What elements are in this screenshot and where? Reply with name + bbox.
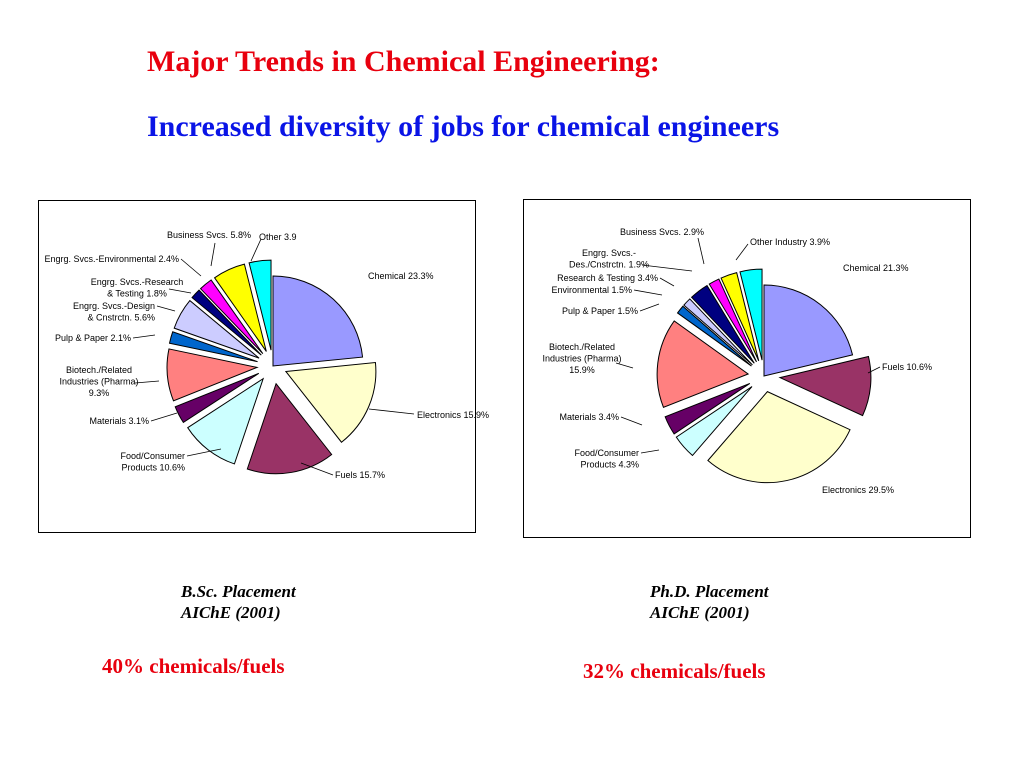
bsc-leader-biotech-related-industries-pharma	[134, 380, 160, 384]
phd-slice-electronics	[707, 391, 851, 484]
phd-slice-business-svcs	[720, 272, 760, 362]
bsc-slice-electronics	[284, 362, 377, 443]
page-subtitle: Increased diversity of jobs for chemical…	[147, 110, 780, 143]
phd-slice-environmental	[683, 298, 753, 366]
bsc-slice-food-consumer-products	[187, 377, 265, 465]
bsc-leader-pulp-paper	[132, 334, 156, 339]
bsc-leader-materials	[150, 412, 178, 422]
phd-leader-other-industry	[735, 243, 749, 261]
phd-slice-other-industry	[739, 268, 763, 361]
bsc-label-electronics: Electronics 15.9%	[417, 410, 489, 420]
page-title: Major Trends in Chemical Engineering:	[147, 45, 660, 78]
phd-leader-biotech-related-industries-pharma	[615, 362, 634, 369]
bsc-slice-engrg-svcs-environmental	[199, 279, 264, 354]
bsc-slice-materials	[174, 372, 260, 424]
bsc-leader-business-svcs	[210, 242, 216, 267]
phd-pie-chart-svg: Chemical 21.3% Fuels 10.6% Electronics 29.…	[542, 227, 932, 495]
phd-leader-materials	[620, 416, 643, 426]
phd-pie-chart: Chemical 21.3% Fuels 10.6% Electronics 29.…	[523, 199, 971, 538]
bsc-label-engrg-svcs-environmental: Engrg. Svcs.-Environmental 2.4%	[44, 254, 179, 264]
bsc-pie-chart: Chemical 23.3% Electronics 15.9% Fuels 15.…	[38, 200, 489, 533]
phd-caption-line1: Ph.D. Placement	[650, 582, 769, 601]
phd-leader-environmental	[633, 289, 663, 296]
bsc-label-engrg-svcs-research-testing: Engrg. Svcs.-Research & Testing 1.8%	[91, 277, 184, 299]
phd-leader-food-consumer-products	[640, 449, 660, 454]
bsc-slice-other	[248, 259, 272, 351]
phd-label-biotech-related-industries-pharma: Biotech./Related Industries (Pharma) 15.9%	[542, 342, 621, 375]
bsc-label-food-consumer-products: Food/Consumer Products 10.6%	[120, 451, 185, 473]
bsc-label-other: Other 3.9	[259, 232, 297, 242]
phd-slice-food-consumer-products	[675, 386, 753, 457]
bsc-slice-chemical	[272, 275, 364, 367]
phd-label-materials: Materials 3.4%	[559, 412, 619, 422]
phd-slice-fuels	[778, 355, 872, 417]
phd-caption-line2: AIChE (2001)	[650, 603, 750, 622]
bsc-label-chemical: Chemical 23.3%	[368, 271, 434, 281]
phd-label-engrg-svcs-des-cnstrctn: Engrg. Svcs.-Des./Cnstrctn. 1.9%	[569, 248, 649, 270]
phd-caption: Ph.D. Placement AIChE (2001)	[650, 581, 769, 623]
bsc-label-biotech-related-industries-pharma: Biotech./Related Industries (Pharma) 9.3%	[59, 365, 138, 398]
phd-label-pulp-paper: Pulp & Paper 1.5%	[562, 306, 638, 316]
phd-leader-research-testing	[659, 277, 675, 287]
bsc-leader-engrg-svcs-environmental	[180, 258, 202, 277]
phd-leader-fuels	[867, 366, 881, 374]
bsc-label-fuels: Fuels 15.7%	[335, 470, 385, 480]
bsc-slice-business-svcs	[213, 263, 267, 352]
bsc-summary: 40% chemicals/fuels	[102, 654, 285, 678]
bsc-leader-fuels	[300, 462, 334, 476]
bsc-leader-engrg-svcs-design-cnstrctn	[156, 305, 176, 312]
bsc-pie-chart-svg: Chemical 23.3% Electronics 15.9% Fuels 15.…	[44, 230, 489, 480]
bsc-slice-engrg-svcs-design-cnstrctn	[173, 299, 260, 359]
phd-label-electronics: Electronics 29.5%	[822, 485, 894, 495]
phd-summary: 32% chemicals/fuels	[583, 659, 766, 683]
phd-label-environmental: Environmental 1.5%	[551, 285, 632, 295]
phd-label-food-consumer-products: Food/Consumer Products 4.3%	[574, 448, 639, 470]
phd-slice-pulp-paper	[676, 305, 752, 367]
phd-leader-engrg-svcs-des-cnstrctn	[641, 264, 693, 272]
phd-label-research-testing: Research & Testing 3.4%	[557, 273, 658, 283]
phd-label-business-svcs: Business Svcs. 2.9%	[620, 227, 704, 237]
bsc-leader-other	[250, 238, 262, 262]
phd-slice-engrg-svcs-des-cnstrctn	[708, 278, 757, 363]
bsc-caption: B.Sc. Placement AIChE (2001)	[181, 581, 296, 623]
phd-leader-business-svcs	[697, 237, 705, 265]
phd-slice-biotech-related-industries-pharma	[656, 320, 750, 409]
bsc-caption-line2: AIChE (2001)	[181, 603, 281, 622]
phd-label-fuels: Fuels 10.6%	[882, 362, 932, 372]
bsc-slice-biotech-related-industries-pharma	[166, 348, 259, 402]
bsc-slice-engrg-svcs-research-testing	[191, 289, 262, 356]
bsc-label-pulp-paper: Pulp & Paper 2.1%	[55, 333, 131, 343]
bsc-label-materials: Materials 3.1%	[89, 416, 149, 426]
bsc-leader-engrg-svcs-research-testing	[168, 288, 192, 294]
bsc-leader-food-consumer-products	[186, 448, 222, 457]
phd-leader-pulp-paper	[639, 303, 660, 312]
phd-label-chemical: Chemical 21.3%	[843, 263, 909, 273]
bsc-label-business-svcs: Business Svcs. 5.8%	[167, 230, 251, 240]
bsc-label-engrg-svcs-design-cnstrctn: Engrg. Svcs.-Design & Cnstrctn. 5.6%	[73, 301, 155, 323]
phd-slice-materials	[664, 382, 751, 435]
bsc-slice-pulp-paper	[168, 331, 258, 363]
bsc-slice-fuels	[246, 382, 333, 475]
phd-label-other-industry: Other Industry 3.9%	[750, 237, 830, 247]
bsc-leader-electronics	[368, 408, 415, 415]
bsc-caption-line1: B.Sc. Placement	[181, 582, 296, 601]
phd-slice-research-testing	[690, 284, 755, 364]
phd-slice-chemical	[763, 284, 854, 377]
